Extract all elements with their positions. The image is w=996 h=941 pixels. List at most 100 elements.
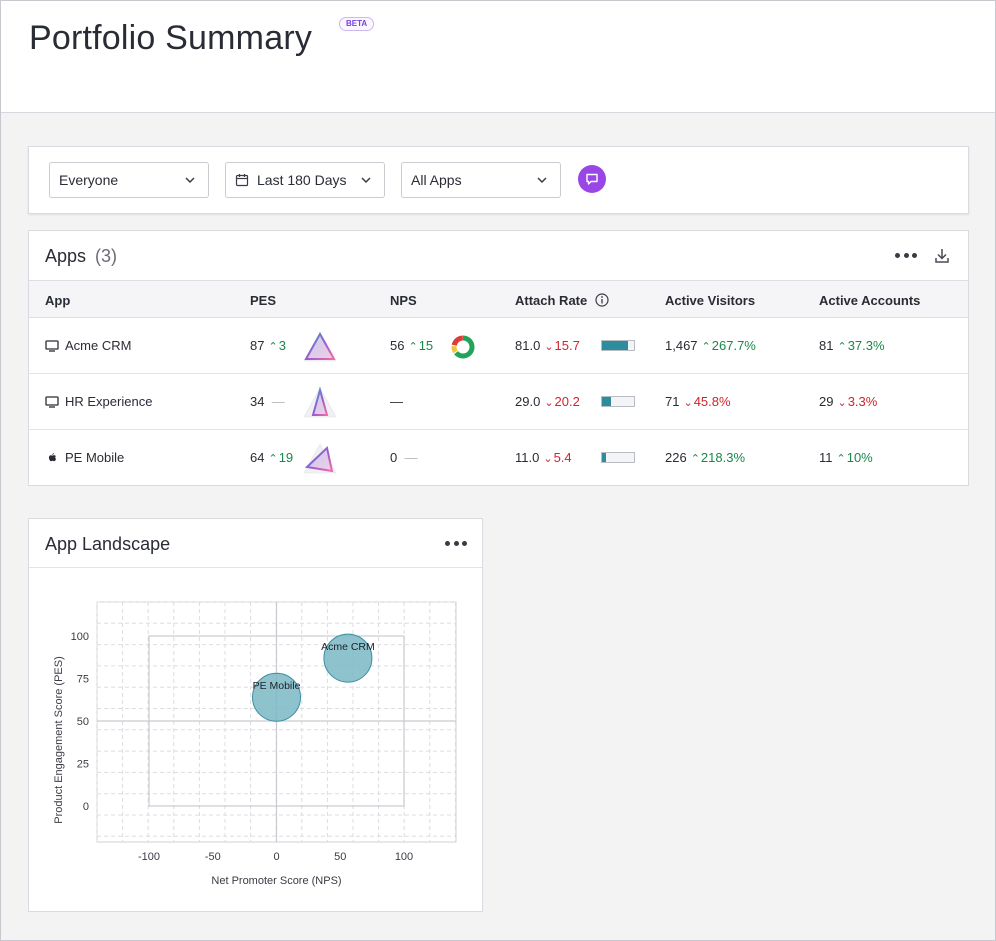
column-header-app[interactable]: App — [45, 293, 71, 308]
attach-rate-bar-fill — [602, 341, 628, 350]
apps-card-title: Apps (3) — [45, 246, 117, 267]
data-point-label: PE Mobile — [253, 680, 301, 692]
pes-trend: ⌃19 — [268, 450, 294, 465]
apple-icon — [48, 453, 57, 462]
table-row[interactable]: PE Mobile 64 ⌃19 0 — 11.0 ⌄5.4 226 ⌃218.3% 11 ⌃10… — [29, 430, 968, 486]
y-tick-label: 50 — [77, 716, 89, 728]
active-visitors-cell: 1,467 ⌃267.7% — [665, 338, 756, 353]
pes-change: 3 — [278, 338, 286, 353]
apps-card-title-text: Apps — [45, 246, 87, 266]
app-name[interactable]: HR Experience — [65, 394, 153, 409]
pes-cell: 87 ⌃3 — [250, 338, 286, 353]
segment-select[interactable]: Everyone — [49, 162, 209, 198]
nps-cell: 0 — — [390, 450, 417, 465]
x-tick-label: 0 — [273, 851, 279, 863]
x-tick-label: -100 — [138, 851, 160, 863]
active-accounts-value: 11 — [819, 450, 833, 465]
app-landscape-title: App Landscape — [45, 534, 171, 554]
apps-count: (3) — [95, 246, 118, 266]
table-header: App PES NPS Attach Rate Active Visitors … — [29, 280, 968, 318]
attach-rate-cell: 29.0 ⌄20.2 — [515, 394, 580, 409]
active-visitors-trend: ⌄45.8% — [683, 394, 731, 409]
active-accounts-value: 29 — [819, 394, 834, 409]
monitor-icon — [45, 396, 59, 408]
attach-rate-bar-fill — [602, 397, 612, 406]
column-header-attach-rate[interactable]: Attach Rate — [515, 293, 609, 308]
column-header-active-visitors[interactable]: Active Visitors — [665, 293, 756, 308]
x-axis-label: Net Promoter Score (NPS) — [211, 875, 341, 887]
beta-badge: BETA — [339, 17, 375, 31]
info-icon[interactable] — [595, 293, 609, 307]
data-point-bubble[interactable] — [323, 633, 373, 683]
attach-rate-cell: 11.0 ⌄5.4 — [515, 450, 572, 465]
page-title: Portfolio Summary — [29, 19, 313, 57]
apps-card: Apps (3) App PES NPS Attach Rate Active … — [28, 230, 969, 486]
nps-value: 56 — [390, 338, 405, 353]
active-accounts-trend: ⌃10% — [836, 450, 873, 465]
apps-select-value: All Apps — [411, 172, 462, 188]
active-accounts-cell: 81 ⌃37.3% — [819, 338, 885, 353]
attach-rate-trend: ⌄5.4 — [543, 450, 572, 465]
chevron-down-icon — [185, 177, 195, 184]
active-visitors-cell: 71 ⌄45.8% — [665, 394, 731, 409]
filter-bar: Everyone Last 180 Days All Apps — [28, 146, 969, 214]
attach-rate-change: 15.7 — [554, 338, 580, 353]
attach-rate-value: 11.0 — [515, 450, 540, 465]
data-point-bubble[interactable] — [252, 672, 301, 722]
column-header-nps[interactable]: NPS — [390, 293, 417, 308]
date-range-select[interactable]: Last 180 Days — [225, 162, 385, 198]
more-options-icon[interactable] — [445, 541, 467, 547]
attach-rate-bar — [601, 452, 635, 463]
attach-rate-change: 5.4 — [553, 450, 572, 465]
active-accounts-cell: 11 ⌃10% — [819, 450, 873, 465]
table-row[interactable]: HR Experience 34 — —29.0 ⌄20.2 71 ⌄45.8% 29 ⌄3.… — [29, 374, 968, 430]
active-accounts-trend: ⌃37.3% — [837, 338, 885, 353]
nps-value: — — [390, 394, 403, 409]
x-tick-label: 100 — [395, 851, 413, 863]
download-icon[interactable] — [933, 247, 951, 265]
attach-rate-trend: ⌄20.2 — [544, 394, 580, 409]
pes-value: 64 — [250, 450, 265, 465]
attach-rate-change: 20.2 — [554, 394, 580, 409]
y-axis-label: Product Engagement Score (PES) — [53, 656, 65, 824]
calendar-icon — [235, 174, 249, 187]
active-visitors-value: 71 — [665, 394, 680, 409]
attach-rate-bar — [601, 340, 635, 351]
column-header-pes[interactable]: PES — [250, 293, 277, 308]
active-visitors-change: 45.8% — [693, 394, 731, 409]
date-range-select-value: Last 180 Days — [257, 172, 347, 188]
active-visitors-cell: 226 ⌃218.3% — [665, 450, 745, 465]
page-header: Portfolio Summary BETA — [1, 1, 995, 113]
y-tick-label: 75 — [77, 674, 89, 686]
active-accounts-change: 3.3% — [847, 394, 878, 409]
data-point-label: Acme CRM — [321, 641, 375, 653]
pes-cell: 64 ⌃19 — [250, 450, 293, 465]
active-accounts-cell: 29 ⌄3.3% — [819, 394, 877, 409]
x-tick-label: 50 — [334, 851, 346, 863]
segment-select-value: Everyone — [59, 172, 119, 188]
pes-triangle-chart — [303, 443, 337, 474]
active-visitors-value: 1,467 — [665, 338, 698, 353]
app-name[interactable]: Acme CRM — [65, 338, 132, 353]
nps-value: 0 — [390, 450, 398, 465]
active-accounts-change: 10% — [846, 450, 873, 465]
more-options-icon[interactable] — [895, 253, 917, 259]
apps-select[interactable]: All Apps — [401, 162, 561, 198]
y-tick-label: 25 — [77, 759, 89, 771]
active-visitors-trend: ⌃218.3% — [690, 450, 746, 465]
attach-rate-bar-fill — [602, 453, 606, 462]
x-tick-label: -50 — [205, 851, 221, 863]
table-row[interactable]: Acme CRM 87 ⌃3 56 ⌃15 81.0 ⌄15.7 1,467 ⌃267.7% 81… — [29, 318, 968, 374]
active-visitors-value: 226 — [665, 450, 687, 465]
feedback-button[interactable] — [578, 165, 606, 193]
active-accounts-trend: ⌄3.3% — [837, 394, 878, 409]
pes-trend: ⌃3 — [268, 338, 286, 353]
y-tick-label: 0 — [83, 801, 89, 813]
column-header-active-accounts[interactable]: Active Accounts — [819, 293, 921, 308]
pes-cell: 34 — — [250, 394, 285, 409]
attach-rate-value: 81.0 — [515, 338, 541, 353]
app-name[interactable]: PE Mobile — [65, 450, 125, 465]
nps-donut-chart — [451, 335, 475, 359]
nps-no-change: — — [397, 450, 418, 465]
pes-no-change: — — [264, 394, 285, 409]
